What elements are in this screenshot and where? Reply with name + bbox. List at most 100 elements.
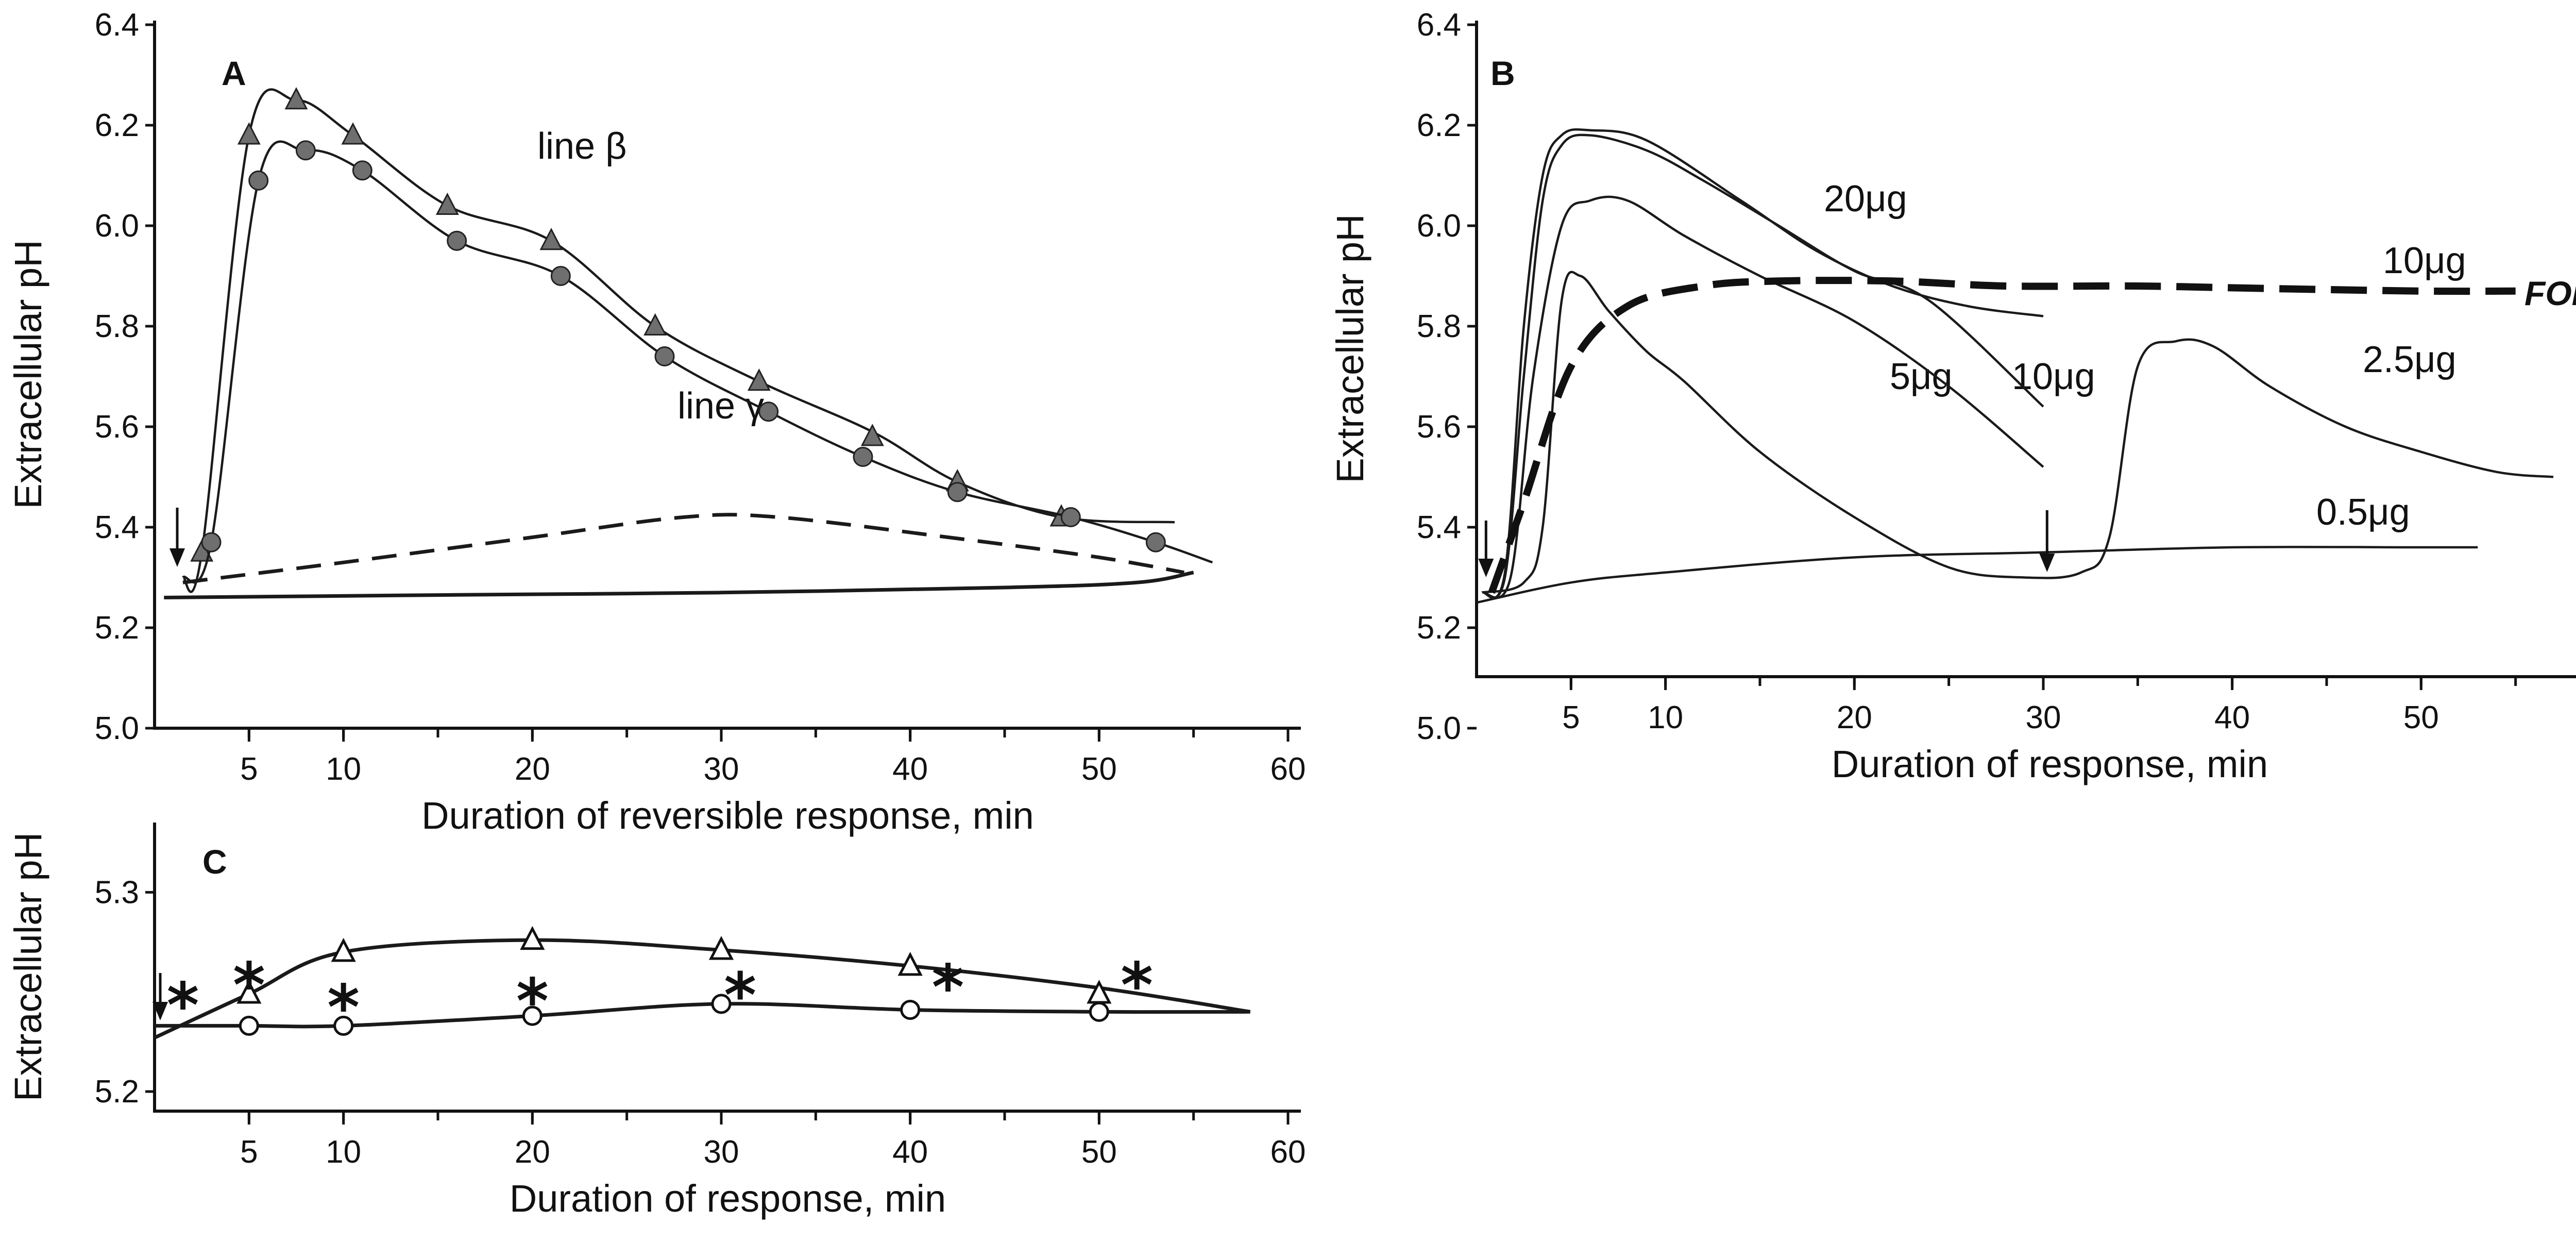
line-beta-point bbox=[341, 122, 365, 145]
panel-c-y-axis-title: Extracellular pH bbox=[7, 832, 49, 1101]
circle-series-point bbox=[239, 1015, 259, 1036]
panel-a-y-axis-title: Extracellular pH bbox=[7, 240, 49, 509]
panel-a-y-tick-label: 5.4 bbox=[95, 510, 139, 545]
line-gamma-point bbox=[550, 266, 571, 286]
circle-series-point bbox=[522, 1005, 543, 1026]
curve-10-g bbox=[1481, 133, 2044, 599]
panel-c-y-tick-label: 5.3 bbox=[95, 875, 139, 910]
significance-star: * bbox=[327, 972, 360, 1044]
panel-c-x-axis-title: Duration of response, min bbox=[510, 1177, 946, 1220]
series-label-10ug-fol: 10μg bbox=[2383, 240, 2466, 281]
line-beta-point bbox=[284, 87, 308, 110]
line-beta-point bbox=[237, 122, 261, 145]
line-beta-label: line β bbox=[537, 126, 627, 167]
panel-b-y-tick-label: 5.4 bbox=[1417, 510, 1461, 545]
line-beta-point bbox=[435, 192, 459, 215]
panel-b-x-tick-label: 20 bbox=[1837, 700, 1872, 735]
triangle-series-point bbox=[708, 936, 734, 960]
panel-b-x-axis-title: Duration of response, min bbox=[1832, 743, 2268, 785]
panel-b-x-tick-label: 5 bbox=[1562, 700, 1580, 735]
curve-20-g bbox=[1481, 128, 2044, 599]
panel-c-label: C bbox=[202, 843, 227, 881]
solid-baseline-line bbox=[164, 571, 1194, 599]
panel-c: C 5.2 5.3 5 10 20 30 40 50 60 Duration of respons… bbox=[7, 823, 1306, 1220]
line-beta-point bbox=[643, 313, 667, 336]
circle-series-curve bbox=[155, 1002, 1250, 1029]
line-gamma-point bbox=[947, 482, 968, 502]
series-label-20ug: 20μg bbox=[1824, 178, 1907, 220]
panel-b-x-tick-label: 30 bbox=[2026, 700, 2061, 735]
triangle-series-point bbox=[236, 980, 262, 1004]
panel-b-y-axis-title: Extracellular pH bbox=[1329, 214, 1371, 483]
curve-0-5-g bbox=[1476, 546, 2478, 604]
panel-b-y-tick-label: 6.2 bbox=[1417, 108, 1461, 143]
panel-b-start-arrow-head bbox=[1478, 559, 1494, 577]
significance-star: * bbox=[724, 960, 756, 1032]
panel-b-y-tick-label: 6.4 bbox=[1417, 7, 1461, 43]
panel-b-y-tick-label: 5.0 bbox=[1417, 711, 1461, 746]
panel-a-y-tick-label: 5.6 bbox=[95, 409, 139, 445]
dashed-control-line bbox=[182, 513, 1184, 584]
series-label-0-5ug: 0.5μg bbox=[2316, 492, 2410, 533]
curve-fol bbox=[1488, 277, 2516, 594]
series-label-fol: FOL bbox=[2524, 274, 2576, 312]
triangle-series-point bbox=[520, 926, 545, 950]
panel-b-second-arrow-head bbox=[2039, 553, 2055, 572]
panel-c-x-tick-label: 50 bbox=[1081, 1134, 1117, 1170]
panel-c-x-tick-label: 30 bbox=[704, 1134, 739, 1170]
panel-a-x-axis-title: Duration of reversible response, min bbox=[421, 794, 1034, 837]
line-beta-curve bbox=[182, 88, 1175, 593]
panel-a-x-tick-label: 30 bbox=[704, 751, 739, 787]
circle-series-point bbox=[333, 1015, 354, 1036]
panel-a-x-tick-label: 50 bbox=[1081, 751, 1117, 787]
significance-star: * bbox=[1121, 950, 1153, 1022]
curve-5-g bbox=[1481, 195, 2044, 599]
panel-b-y-tick-label: 5.8 bbox=[1417, 309, 1461, 344]
line-gamma-point bbox=[853, 447, 873, 467]
line-gamma-point bbox=[248, 170, 269, 191]
significance-star: * bbox=[516, 966, 549, 1038]
panel-a-x-tick-label: 10 bbox=[326, 751, 361, 787]
panel-a-y-tick-label: 6.0 bbox=[95, 208, 139, 244]
significance-star: * bbox=[233, 950, 265, 1022]
line-gamma-point bbox=[1060, 507, 1081, 527]
panel-a-y-tick-label: 6.4 bbox=[95, 7, 139, 43]
line-gamma-point bbox=[758, 401, 779, 422]
series-label-5ug: 5μg bbox=[1890, 356, 1953, 397]
circle-series-point bbox=[900, 999, 921, 1020]
triangle-series-curve bbox=[154, 938, 1251, 1039]
panel-a-label: A bbox=[222, 54, 246, 92]
line-gamma-point bbox=[1145, 532, 1166, 552]
triangle-series-point bbox=[331, 937, 356, 962]
series-label-2-5ug: 2.5μg bbox=[2363, 339, 2456, 380]
panel-a-y-tick-label: 6.2 bbox=[95, 108, 139, 143]
panel-a: A line β line γ 5.0 5.2 5.4 5.6 5.8 6.0 6.2 6.4… bbox=[7, 7, 1306, 837]
line-gamma-label: line γ bbox=[677, 385, 764, 427]
circle-series-point bbox=[1089, 1001, 1109, 1022]
panel-c-x-tick-label: 20 bbox=[515, 1134, 550, 1170]
panel-c-x-tick-label: 10 bbox=[326, 1134, 361, 1170]
panel-b: B 20μg 10μg 10μg 5μg 2.5μg 0.5μg FOL 5.0… bbox=[1329, 7, 2576, 785]
line-beta-point bbox=[539, 227, 563, 250]
panel-b-y-tick-label: 6.0 bbox=[1417, 208, 1461, 244]
series-label-10ug: 10μg bbox=[2012, 356, 2095, 397]
panel-a-x-tick-label: 40 bbox=[892, 751, 928, 787]
significance-star: * bbox=[932, 952, 964, 1024]
panel-c-y-tick-label: 5.2 bbox=[95, 1074, 139, 1110]
panel-b-y-tick-label: 5.2 bbox=[1417, 610, 1461, 646]
line-gamma-point bbox=[447, 230, 467, 251]
panel-c-x-tick-label: 5 bbox=[240, 1134, 258, 1170]
panel-a-start-arrow-head bbox=[170, 548, 185, 567]
curve-2-5-g bbox=[1482, 271, 2554, 594]
panel-a-x-tick-label: 20 bbox=[515, 751, 550, 787]
circle-series-point bbox=[711, 994, 732, 1014]
line-gamma-point bbox=[654, 346, 675, 366]
panel-c-start-arrow-head bbox=[152, 1002, 168, 1020]
line-gamma-point bbox=[352, 160, 372, 181]
panel-b-label: B bbox=[1490, 54, 1515, 92]
panel-b-x-tick-label: 10 bbox=[1648, 700, 1683, 735]
triangle-series-point bbox=[897, 951, 923, 976]
line-gamma-point bbox=[295, 140, 316, 161]
panel-a-y-tick-label: 5.8 bbox=[95, 309, 139, 344]
panel-c-x-tick-label: 40 bbox=[892, 1134, 928, 1170]
